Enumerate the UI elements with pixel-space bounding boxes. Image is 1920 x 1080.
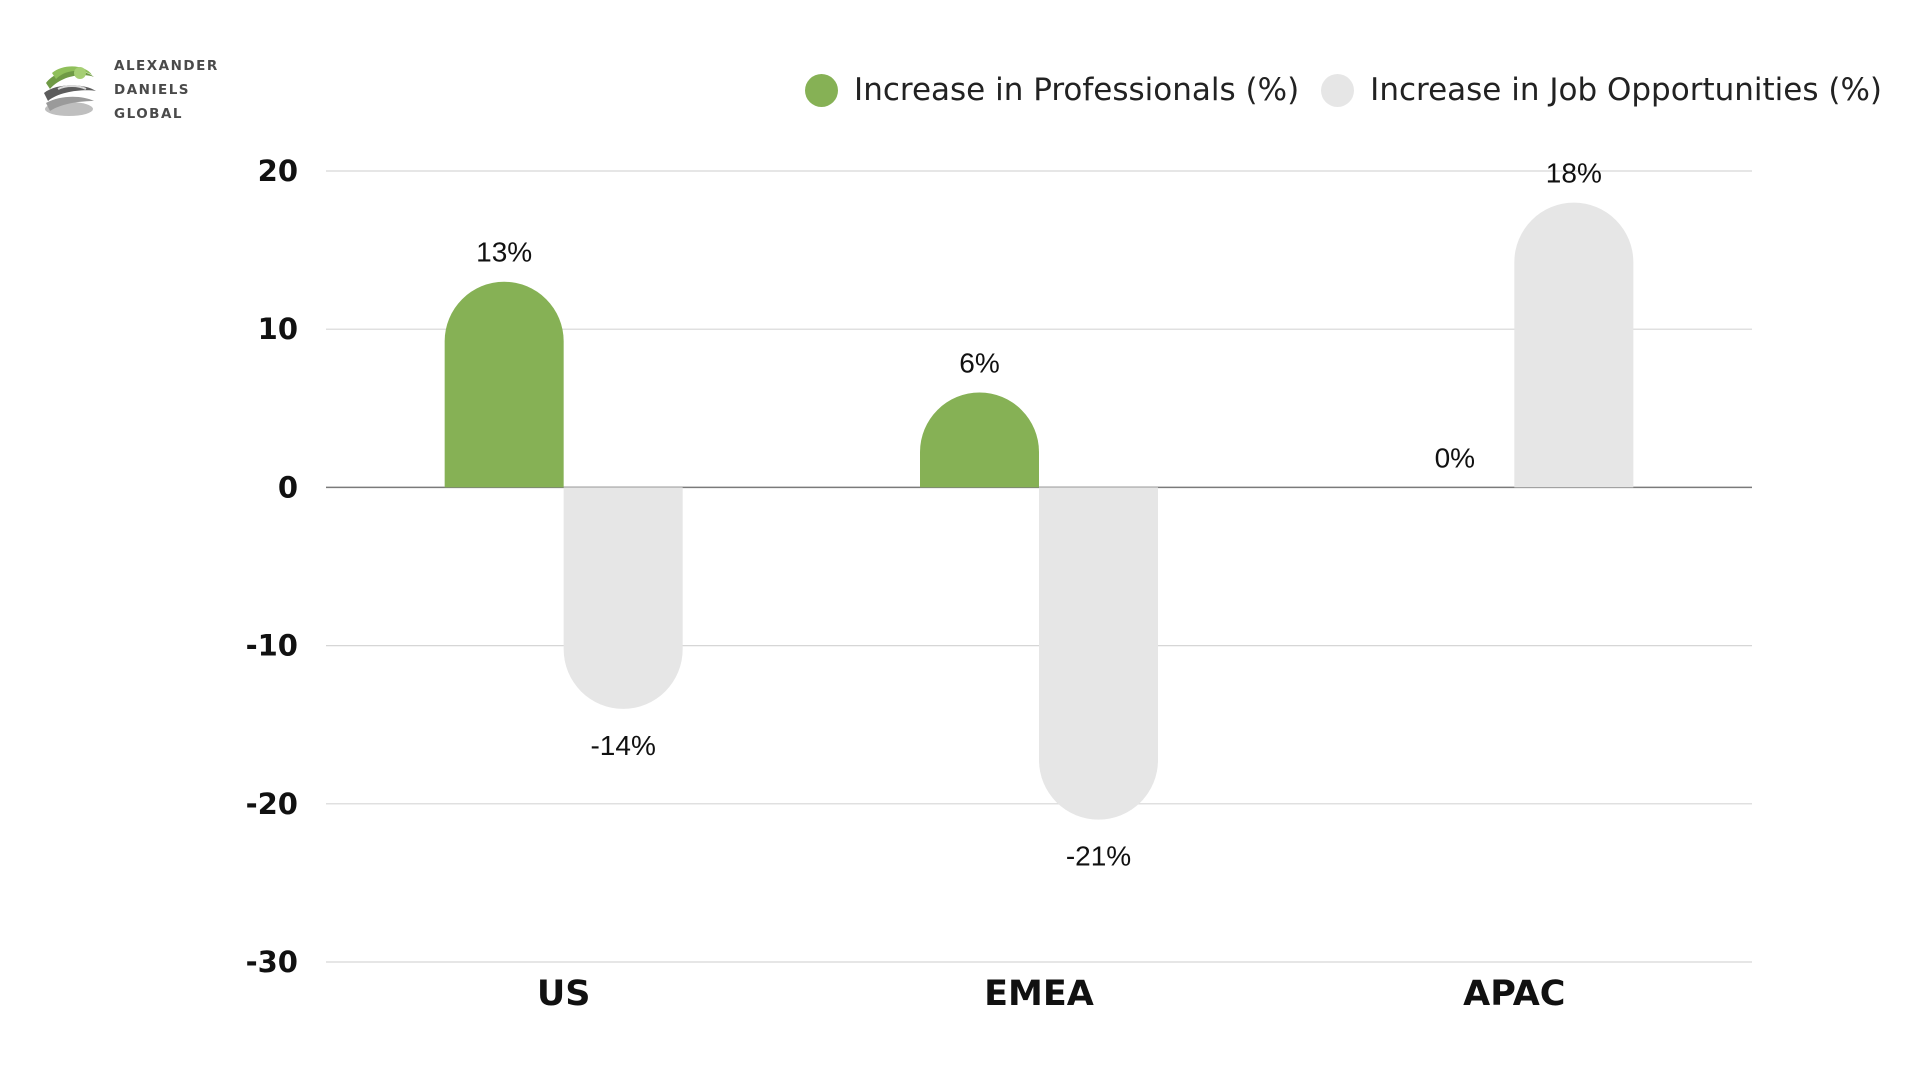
x-category-label: APAC (1463, 974, 1565, 1014)
y-tick-label: 10 (258, 312, 298, 346)
bar-professionals (444, 281, 564, 488)
legend-label-job-opportunities: Increase in Job Opportunities (%) (1370, 72, 1882, 108)
legend-item-professionals: Increase in Professionals (%) (805, 72, 1299, 108)
chart-legend: Increase in Professionals (%) Increase i… (805, 72, 1882, 108)
x-axis-categories: US EMEA APAC (537, 974, 1566, 1014)
bar-professionals (920, 392, 1039, 488)
brand-logo: ALEXANDER DANIELS GLOBAL (38, 54, 219, 126)
y-tick-label: -20 (246, 787, 298, 821)
y-tick-label: -10 (246, 629, 298, 663)
legend-item-job-opportunities: Increase in Job Opportunities (%) (1321, 72, 1882, 108)
logo-line-3: GLOBAL (114, 106, 184, 122)
globe-swirl-icon (44, 66, 96, 116)
legend-label-professionals: Increase in Professionals (%) (854, 72, 1300, 108)
data-label: 13% (476, 237, 532, 268)
y-tick-label: 0 (278, 470, 298, 504)
bar-job-opportunities (563, 487, 683, 709)
x-category-label: EMEA (984, 974, 1094, 1014)
bar-job-opportunities (1039, 487, 1158, 820)
data-labels: 13% -14% 6% -21% 0% 18% (476, 158, 1602, 872)
data-label: -21% (1066, 841, 1131, 872)
logo-line-2: DANIELS (114, 82, 191, 98)
data-label: 0% (1435, 442, 1475, 473)
bar-job-opportunities (1514, 202, 1634, 488)
data-label: 6% (959, 347, 999, 378)
x-category-label: US (537, 974, 591, 1014)
legend-swatch-job-opportunities (1321, 73, 1355, 107)
data-label: -14% (590, 730, 655, 761)
y-axis-ticks: 20 10 0 -10 -20 -30 (246, 154, 298, 979)
y-tick-label: 20 (258, 154, 298, 188)
y-tick-label: -30 (246, 945, 298, 979)
data-label: 18% (1546, 158, 1602, 189)
bars (444, 202, 1634, 820)
legend-swatch-professionals (805, 73, 839, 107)
logo-line-1: ALEXANDER (114, 58, 219, 74)
